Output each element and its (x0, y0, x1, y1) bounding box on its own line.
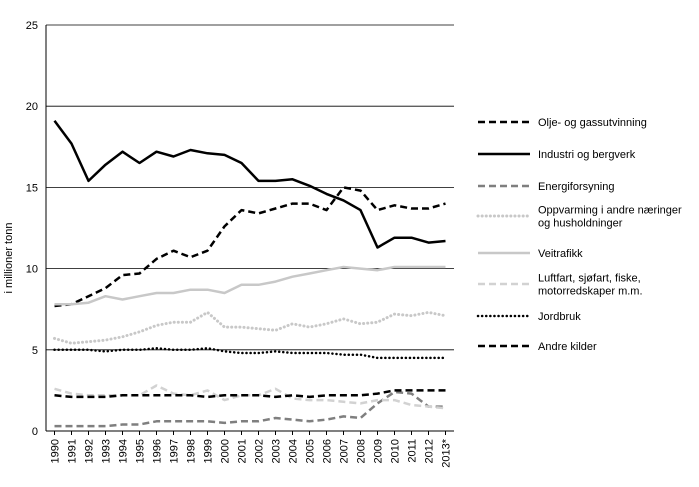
x-tick-label: 2007 (339, 439, 351, 463)
x-tick-label: 1993 (101, 439, 113, 463)
x-tick-label: 1995 (135, 439, 147, 463)
x-tick-label: 2013* (441, 438, 453, 467)
series-line-2 (53, 120, 446, 249)
series-lines (53, 120, 447, 428)
series-line-5 (54, 265, 446, 306)
series-line-7 (53, 346, 447, 360)
legend-label: Jordbruk (538, 311, 581, 323)
legend-label: Industri og bergverk (538, 149, 636, 161)
series-line-4 (53, 310, 447, 345)
y-tick-label: 20 (26, 101, 38, 113)
legend-label: motorredskaper m.m. (538, 286, 643, 298)
x-tick-label: 2004 (288, 439, 300, 463)
x-tick-label: 2002 (254, 439, 266, 463)
y-tick-label: 5 (32, 345, 38, 357)
series-line-1 (54, 186, 446, 308)
x-tick-label: 2005 (305, 439, 317, 463)
axes (45, 25, 454, 432)
y-tick-label: 15 (26, 182, 38, 194)
x-tick-label: 2006 (322, 439, 334, 463)
x-axis-ticks: 1990 1991 1992 1993 1994 1995 1996 1997 1998 1999… (50, 431, 453, 468)
legend-label: Andre kilder (538, 341, 597, 353)
legend-label: Energiforsyning (538, 181, 614, 193)
x-tick-label: 1992 (84, 439, 96, 463)
x-tick-label: 2012 (424, 439, 436, 463)
y-axis-ticks: 0 5 10 15 20 25 (26, 20, 38, 438)
legend: Olje- og gassutvinning Industri og bergve… (476, 117, 682, 353)
y-tick-label: 10 (26, 264, 38, 276)
y-tick-label: 25 (26, 20, 38, 32)
x-tick-label: 2003 (271, 439, 283, 463)
series-line-3 (54, 390, 446, 428)
x-tick-label: 1998 (186, 439, 198, 463)
legend-label: Oppvarming i andre næringer (538, 205, 682, 217)
x-tick-label: 1991 (67, 439, 79, 463)
x-tick-label: 1997 (169, 439, 181, 463)
x-tick-label: 1996 (152, 439, 164, 463)
x-tick-label: 1999 (203, 439, 215, 463)
legend-label: Luftfart, sjøfart, fiske, (538, 273, 641, 285)
x-tick-label: 2010 (390, 439, 402, 463)
x-tick-label: 2008 (356, 439, 368, 463)
x-tick-label: 2001 (237, 439, 249, 463)
x-tick-label: 2009 (373, 439, 385, 463)
x-tick-label: 2000 (220, 439, 232, 463)
series-line-6 (54, 384, 446, 410)
y-tick-label: 0 (32, 426, 38, 438)
legend-label: Veitrafikk (538, 248, 583, 260)
x-tick-label: 1994 (118, 439, 130, 463)
y-axis-label: i millioner tonn (3, 223, 15, 294)
legend-label: og husholdninger (538, 218, 623, 230)
legend-label: Olje- og gassutvinning (538, 117, 647, 129)
x-tick-label: 1990 (50, 439, 62, 463)
x-tick-label: 2011 (407, 439, 419, 463)
